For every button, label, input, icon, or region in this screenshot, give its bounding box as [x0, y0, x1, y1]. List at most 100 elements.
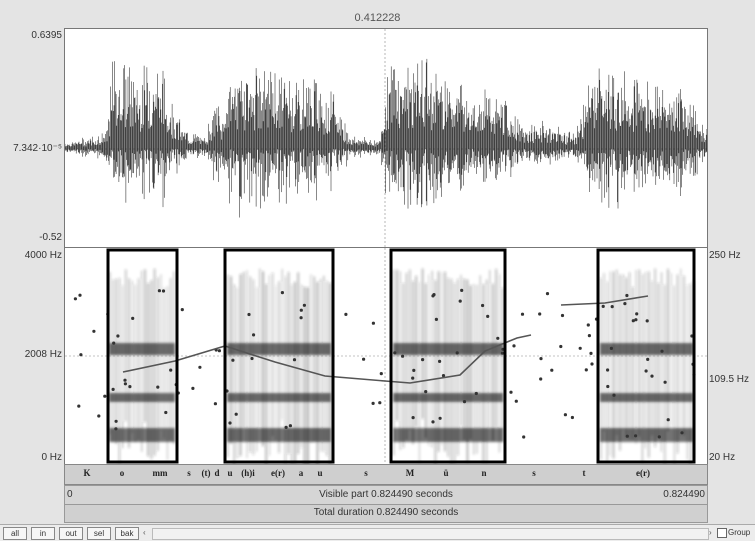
spectral-striation — [319, 278, 322, 452]
formant-point — [180, 308, 184, 312]
formant-band — [227, 393, 331, 402]
pitch-top-label: 250 Hz — [709, 250, 741, 261]
spectral-striation — [450, 278, 453, 466]
spectral-striation — [323, 275, 325, 452]
spectral-striation — [441, 272, 443, 445]
formant-point — [393, 351, 397, 355]
annotation-tier[interactable]: K o mm s (t) d u (h)i e(r) a u s M ü n s… — [64, 464, 708, 485]
spectral-striation — [393, 269, 395, 456]
spectral-striation — [612, 271, 615, 459]
segment-label: mm — [152, 468, 168, 478]
spectral-striation — [287, 272, 290, 455]
formant-point — [522, 435, 526, 439]
formant-point — [606, 384, 610, 389]
spectral-striation — [268, 275, 271, 456]
spectral-striation — [479, 275, 481, 442]
spectral-striation — [278, 281, 280, 453]
waveform-panel[interactable] — [64, 28, 708, 248]
spectral-striation — [303, 286, 306, 471]
formant-point — [411, 416, 415, 420]
spectral-striation — [466, 279, 469, 463]
spectral-striation — [227, 274, 229, 458]
selection-box-3 — [389, 248, 507, 464]
spectral-striation — [326, 280, 328, 456]
formant-point — [191, 386, 195, 390]
spectral-striation — [252, 279, 255, 455]
formant-point — [634, 318, 638, 322]
formant-point — [128, 385, 132, 389]
formant-point — [458, 299, 462, 303]
selection-box-4 — [596, 248, 696, 464]
formant-point — [589, 351, 593, 355]
formant-point — [434, 317, 438, 321]
spectrogram-panel[interactable] — [64, 247, 708, 475]
formant-point — [131, 316, 135, 320]
formant-point — [362, 357, 366, 361]
total-duration-bar[interactable]: Total duration 0.824490 seconds — [64, 504, 708, 523]
scroll-right-arrow-icon[interactable]: › — [709, 528, 712, 537]
zoom-out-button[interactable]: out — [59, 527, 83, 540]
segment-label: u — [227, 468, 233, 478]
spectral-striation — [246, 270, 248, 458]
formant-point — [401, 354, 405, 358]
spectral-striation — [153, 268, 156, 456]
formant-band — [393, 343, 503, 355]
formant-point — [431, 294, 435, 298]
spectral-striation — [635, 269, 637, 444]
spectral-striation — [402, 283, 405, 448]
cursor-time-readout: 0.412228 — [354, 12, 401, 24]
spectrogram-plot — [65, 248, 707, 475]
spectral-striation — [657, 282, 660, 438]
spectral-striation — [115, 278, 117, 444]
horizontal-scrollbar[interactable] — [152, 528, 709, 540]
scroll-left-arrow-icon[interactable]: ‹ — [143, 528, 146, 537]
formant-point — [563, 413, 567, 417]
formant-point — [250, 356, 254, 361]
zoom-back-button[interactable]: bak — [115, 527, 139, 540]
formant-point — [587, 334, 592, 338]
spectral-striation — [648, 271, 650, 458]
zoom-all-button[interactable]: all — [3, 527, 27, 540]
spectral-striation — [447, 277, 449, 457]
formant-point — [509, 390, 513, 394]
formant-point — [378, 401, 382, 405]
segment-label: o — [119, 468, 125, 478]
spectral-striation — [641, 274, 644, 464]
formant-point — [247, 312, 251, 317]
formant-point — [379, 372, 383, 376]
formant-point — [631, 319, 635, 323]
formant-point — [645, 319, 649, 323]
spectral-striation — [284, 276, 287, 465]
formant-point — [79, 353, 83, 357]
formant-point — [481, 303, 485, 308]
formant-point — [644, 369, 648, 373]
formant-point — [299, 308, 303, 312]
spectral-striation — [313, 276, 315, 442]
formant-point — [252, 333, 256, 337]
spectral-striation — [310, 274, 312, 443]
pitch-mid-label: 109.5 Hz — [709, 374, 750, 385]
zoom-selection-button[interactable]: sel — [87, 527, 111, 540]
formant-point — [635, 312, 639, 316]
spectral-striation — [609, 271, 612, 456]
waveform-min-label: -0.52 — [39, 232, 62, 243]
spectral-striation — [121, 285, 124, 449]
group-checkbox[interactable] — [717, 528, 727, 538]
spectral-striation — [134, 284, 137, 443]
spectral-striation — [485, 279, 488, 464]
formant-point — [421, 358, 425, 362]
spectral-striation — [673, 285, 676, 466]
formant-point — [623, 302, 627, 306]
spectral-striation — [434, 280, 437, 468]
formant-point — [650, 374, 654, 378]
spectral-striation — [137, 278, 140, 441]
formant-point — [344, 312, 348, 316]
formant-point — [586, 323, 590, 327]
formant-point — [512, 344, 516, 348]
formant-track — [73, 288, 696, 439]
visible-part-bar[interactable]: 0 Visible part 0.824490 seconds 0.824490 — [64, 485, 708, 505]
freq-bottom-label: 0 Hz — [41, 452, 62, 463]
formant-point — [606, 368, 610, 372]
zoom-in-button[interactable]: in — [31, 527, 55, 540]
spectral-striation — [230, 276, 232, 444]
